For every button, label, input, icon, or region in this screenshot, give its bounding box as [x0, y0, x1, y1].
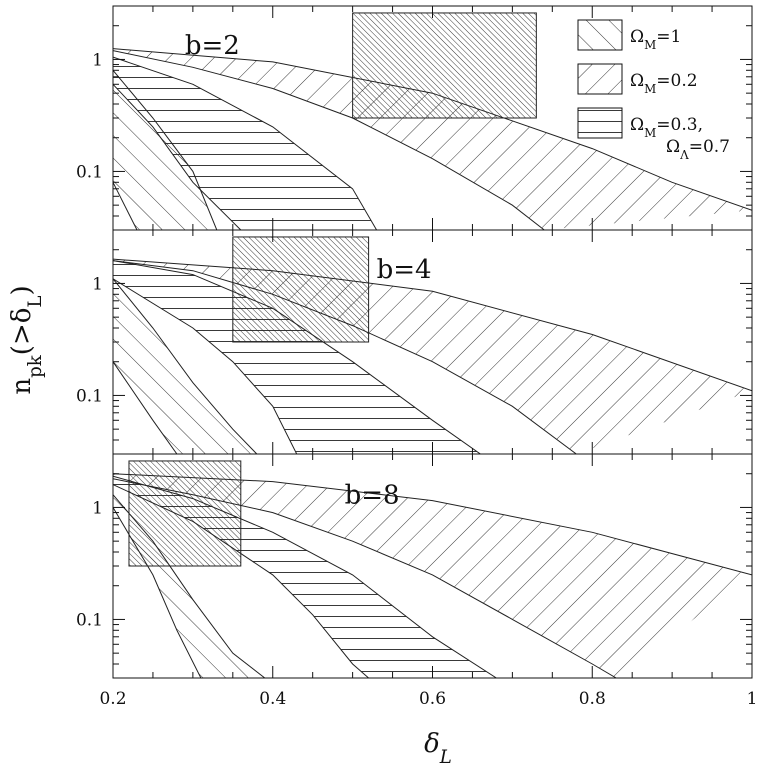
panel-label: b=2	[185, 31, 240, 61]
panel-2: 1 0.1 b=4	[76, 229, 753, 455]
legend-swatch	[577, 19, 623, 51]
y-ticks	[112, 229, 753, 455]
band-horizontal	[113, 57, 377, 230]
band-back-diagonal	[113, 48, 752, 230]
band-lower-edge	[113, 478, 617, 678]
legend-label: ΩM=1	[630, 27, 681, 52]
band-forward-diagonal	[113, 494, 265, 678]
band-lower-edge	[113, 182, 138, 230]
panel-1: 1 0.1 b=2	[76, 5, 753, 231]
band-upper-edge	[113, 260, 481, 454]
y-axis-title: npk(>δL)	[7, 285, 46, 394]
x-axis-title: δL	[424, 729, 452, 763]
y-ticks	[112, 5, 753, 231]
x-tick-label: 1	[747, 689, 758, 709]
band-back-diagonal	[113, 473, 752, 678]
y-tick-label: 1	[92, 498, 103, 518]
x-tick-label: 0.6	[419, 689, 446, 709]
legend-item: ΩM=1	[577, 19, 681, 52]
x-tick-labels: 0.2 0.4 0.6 0.8 1	[99, 689, 757, 709]
legend-swatch	[577, 63, 623, 95]
band-upper-edge	[113, 278, 258, 454]
x-tick-label: 0.2	[99, 689, 126, 709]
band-upper-edge	[113, 48, 752, 211]
band-horizontal	[113, 260, 481, 454]
band-lower-edge	[113, 260, 577, 454]
y-tick-label: 0.1	[76, 162, 103, 182]
panels: 1 0.1 b=2 1 0.1 b=4 1 0.1 b=8	[76, 5, 753, 679]
band-upper-edge	[113, 56, 378, 230]
legend-label: ΩM=0.2	[630, 71, 698, 96]
band-back-diagonal	[113, 259, 752, 454]
y-tick-label: 1	[92, 274, 103, 294]
legend-item: ΩM=0.3,ΩΛ=0.7	[577, 107, 730, 162]
band-lower-edge	[113, 507, 202, 678]
band-upper-edge	[113, 475, 497, 678]
panel-3: 1 0.1 b=8	[76, 453, 753, 679]
band-lower-edge	[113, 484, 369, 678]
y-tick-label: 1	[92, 50, 103, 70]
y-ticks	[112, 453, 753, 679]
band-lower-edge	[113, 50, 545, 230]
band-lower-edge	[113, 278, 298, 454]
legend: ΩM=1 ΩM=0.2 ΩM=0.3,ΩΛ=0.7	[577, 19, 730, 162]
legend-label: ΩM=0.3,	[630, 115, 703, 140]
band-lower-edge	[113, 83, 242, 230]
band-lower-edge	[113, 361, 178, 454]
y-tick-label: 0.1	[76, 386, 103, 406]
band-forward-diagonal	[113, 278, 257, 454]
band-upper-edge	[113, 494, 266, 678]
x-tick-label: 0.4	[259, 689, 286, 709]
panel-label: b=4	[377, 255, 432, 285]
legend-item: ΩM=0.2	[577, 63, 698, 96]
y-tick-label: 0.1	[76, 610, 103, 630]
x-tick-label: 0.8	[579, 689, 606, 709]
legend-swatch	[577, 107, 623, 139]
band-horizontal	[113, 476, 497, 678]
band-upper-edge	[113, 258, 752, 392]
band-upper-edge	[113, 473, 752, 576]
panel-label: b=8	[345, 481, 400, 511]
legend-label-line2: ΩΛ=0.7	[666, 137, 730, 162]
